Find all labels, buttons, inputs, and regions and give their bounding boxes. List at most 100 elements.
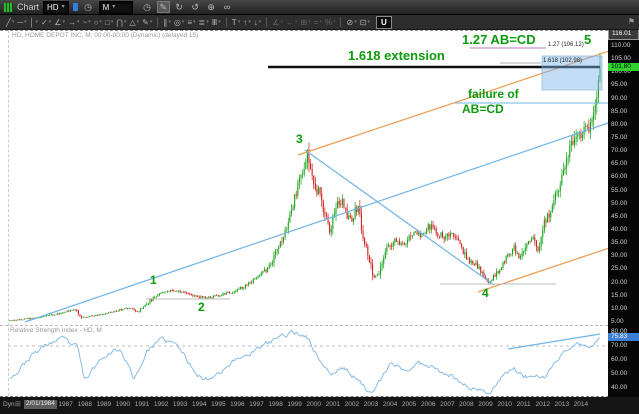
candle-body xyxy=(15,319,17,321)
dyn-mode-label[interactable]: Dyn xyxy=(3,401,15,408)
text-tool[interactable]: T ▾ xyxy=(231,17,241,27)
candle-body xyxy=(52,314,54,316)
point-3-label[interactable]: 3 xyxy=(296,132,303,146)
point-1-label[interactable]: 1 xyxy=(150,273,157,287)
candle-body xyxy=(426,229,428,234)
candle-body xyxy=(542,230,544,238)
calendar-grid-icon[interactable]: ⊞ xyxy=(15,401,21,408)
extend-left-tool: ← ▾ xyxy=(285,17,298,27)
trendline-tool[interactable]: ╱ ▾ xyxy=(6,17,15,27)
drawings-icon[interactable]: ✎ xyxy=(156,1,170,13)
candle-body xyxy=(189,293,191,295)
candle-body xyxy=(430,224,432,230)
price-axis[interactable]: 116.01 110.00 105.00 100.00 95.00 90.00 85.00… xyxy=(608,29,639,397)
undo-icon[interactable]: ↺ xyxy=(191,1,199,12)
time-axis[interactable]: Dyn ⊞ 2/01/1984 1987 1988 1989 1990 1991 1992… xyxy=(0,397,639,414)
settings-icon[interactable]: ⊕ xyxy=(207,1,215,12)
angle-tool[interactable]: ∠ ▾ xyxy=(54,17,65,27)
candle-body xyxy=(511,249,514,255)
long-term-support-line xyxy=(24,122,609,323)
candle-body xyxy=(405,243,407,245)
year-label: 2005 xyxy=(401,401,417,408)
clock-icon[interactable]: ◷ xyxy=(143,1,152,12)
parallel-channel-tool[interactable]: ∥ ▾ xyxy=(163,17,171,27)
price-tick-label: 20.00 xyxy=(611,278,628,286)
candle-body xyxy=(84,316,86,318)
rsi-trendline xyxy=(507,333,601,350)
candle-body xyxy=(346,207,348,219)
candle-body xyxy=(465,252,467,259)
undo-drawing-button[interactable]: U xyxy=(375,15,392,29)
candle-body xyxy=(270,264,272,266)
year-label: 1999 xyxy=(287,401,302,408)
candle-body xyxy=(365,243,367,246)
candle-body xyxy=(467,258,469,259)
price-down-tool[interactable]: ↓ ▾ xyxy=(253,17,262,27)
candle-body xyxy=(115,311,118,312)
link-icon[interactable]: ∞ xyxy=(223,2,231,12)
refresh-icon[interactable]: ↻ xyxy=(175,1,183,12)
fib-extension-tool[interactable]: ≣ ▾ xyxy=(198,17,209,27)
candle-body xyxy=(481,272,483,274)
candle-body xyxy=(178,290,180,292)
polyline-tool[interactable]: ✓ ▾ xyxy=(41,17,52,27)
candle-body xyxy=(317,187,320,195)
candle-body xyxy=(222,293,224,296)
candle-body xyxy=(400,243,402,245)
point-4-label[interactable]: 4 xyxy=(482,286,489,300)
panel-separator[interactable] xyxy=(0,325,608,326)
candle-body xyxy=(537,247,539,251)
horizontal-line-tool[interactable]: ─ ▾ xyxy=(17,17,27,27)
candle-body xyxy=(564,167,566,170)
price-tick-label: 35.00 xyxy=(611,239,628,247)
abcd-target-label[interactable]: 1.27 AB=CD xyxy=(462,32,536,47)
candle-body xyxy=(98,314,100,316)
candle-body xyxy=(131,308,134,309)
price-chart-panel[interactable] xyxy=(0,30,608,397)
extension-label[interactable]: 1.618 extension xyxy=(348,48,445,63)
fib-timezone-tool[interactable]: Ⅲ ▾ xyxy=(211,17,221,27)
zigzag-tool[interactable]: ~ ▾ xyxy=(82,17,91,27)
brush-tool[interactable]: ✎ ▾ xyxy=(142,17,153,27)
candle-body xyxy=(214,295,216,296)
history-button[interactable]: ◷ xyxy=(84,1,93,12)
candle-body xyxy=(462,247,464,255)
candle-body xyxy=(165,291,167,293)
arrow-tool[interactable]: → ▾ xyxy=(67,17,80,27)
candle-body xyxy=(81,316,83,318)
fib-circle-tool[interactable]: ◎ ▾ xyxy=(173,17,185,27)
notes-icon[interactable]: ⚑ xyxy=(627,17,635,26)
fib-1618-label: 1.618 (102.98) xyxy=(543,58,583,64)
symbol-input[interactable]: HD ▾ xyxy=(43,0,69,14)
candle-body xyxy=(364,237,366,244)
candle-body xyxy=(359,205,361,214)
price-tick-label: 95.00 xyxy=(611,81,628,89)
ellipse-tool[interactable]: ○ ▾ xyxy=(93,17,103,27)
candle-body xyxy=(319,187,321,194)
vertical-line-tool[interactable]: │ ▾ xyxy=(29,17,39,27)
failure-label-line1[interactable]: failure of xyxy=(468,87,519,101)
eraser-tool[interactable]: ⊘ ▾ xyxy=(346,17,357,27)
candle-body xyxy=(399,241,401,245)
point-5-label[interactable]: 5 xyxy=(584,32,592,47)
point-2-label[interactable]: 2 xyxy=(198,300,205,314)
arc-tool[interactable]: ⋂ ▾ xyxy=(116,17,127,27)
timeframe-select[interactable]: M ▾ xyxy=(98,0,133,14)
candle-body xyxy=(46,315,48,317)
candle-body xyxy=(224,293,226,295)
flag-icon[interactable] xyxy=(72,3,78,11)
triangle-tool[interactable]: △ ▾ xyxy=(129,17,140,27)
price-up-tool[interactable]: ↑ ▾ xyxy=(243,17,251,27)
candle-body xyxy=(349,215,351,218)
candle-body xyxy=(351,217,353,222)
rsi-tick-label: 80.00 xyxy=(611,328,628,335)
year-label: 1991 xyxy=(134,401,150,408)
candle-body xyxy=(599,67,601,81)
candle-body xyxy=(483,272,485,278)
fib-retracement-tool[interactable]: ≡ ▾ xyxy=(187,17,196,27)
year-label: 2003 xyxy=(363,401,379,408)
failure-label-line2[interactable]: AB=CD xyxy=(462,102,504,116)
rectangle-tool[interactable]: □ ▾ xyxy=(105,17,114,27)
callout-tool[interactable]: ⊡ ▾ xyxy=(359,17,370,27)
